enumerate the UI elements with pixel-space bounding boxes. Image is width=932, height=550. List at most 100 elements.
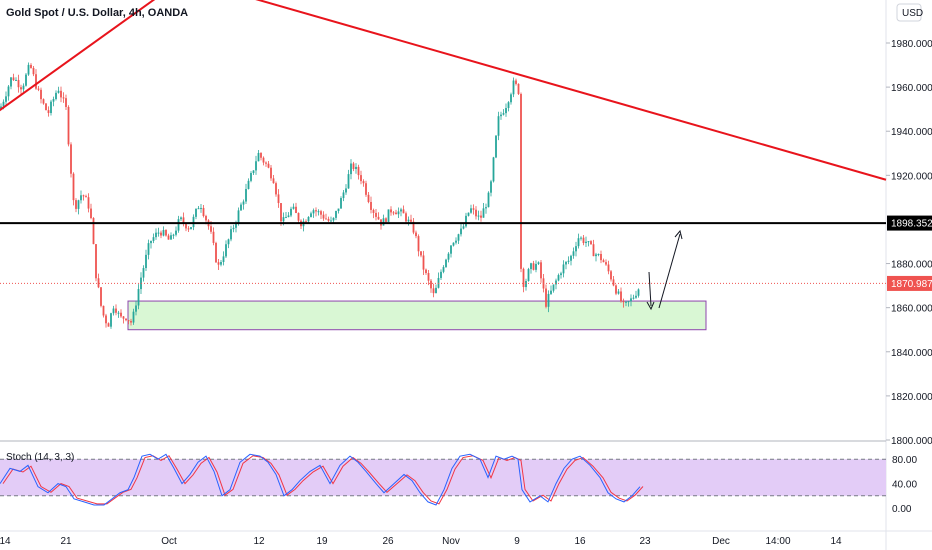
candle-body [585,241,587,244]
candle-body [120,312,122,317]
candle-body [442,267,445,272]
price-tick-label: 1860.000 [891,304,932,315]
candle-body [392,212,395,214]
candle-body [492,157,495,182]
candle-body [470,208,472,213]
candle-body [370,201,372,210]
candle-body [30,64,32,68]
time-tick-label: 23 [639,536,651,547]
indicator-label[interactable]: Stoch (14, 3, 3) [6,452,74,463]
candle-body [502,113,505,115]
candle-body [37,88,40,90]
candle-body [65,98,67,107]
candle-body [545,288,547,307]
candle-body [617,291,620,294]
candle-body [47,110,50,114]
price-tick-label: 1820.000 [891,392,932,403]
candle-body [2,101,5,107]
candle-body [10,77,12,87]
candle-body [627,301,630,303]
candle-body [5,96,7,102]
trendlines[interactable] [0,0,887,181]
candle-body [437,277,440,288]
candle-body [325,218,327,220]
candle-body [160,232,162,236]
candle-body [52,99,55,102]
candle-body [342,192,345,199]
candle-body [552,284,555,291]
candle-body [592,244,595,257]
up-arrow-icon[interactable] [658,233,681,309]
candle-body [460,228,462,235]
candle-body [350,163,352,175]
candle-body [575,246,577,252]
support-zone[interactable] [127,300,707,331]
stoch-axis: 80.00 40.00 0.00 [892,455,917,515]
candle-body [275,183,277,195]
candle-body [425,269,427,274]
candle-body [67,106,70,145]
time-tick-label: 19 [316,536,328,547]
currency-button[interactable]: USD [896,3,923,22]
candle-body [285,217,287,219]
candle-body [320,211,322,215]
candle-body [70,144,72,174]
candle-body [580,237,582,239]
stoch-d-line [2,455,644,505]
candle-body [222,256,225,263]
candle-body [232,227,235,230]
candle-body [25,74,27,86]
candle-body [182,217,185,224]
candle-body [387,209,390,222]
trendline [0,0,156,112]
candle-body [540,262,542,279]
candle-body [565,261,567,265]
candle-body [360,175,362,182]
projection-arrows[interactable] [646,229,683,311]
price-axis[interactable]: 1980.000 1960.000 1940.000 1920.000 1880.000… [886,39,932,447]
down-arrow-icon[interactable] [648,271,652,307]
candle-body [337,208,340,212]
candle-body [315,210,317,212]
candle-body [90,208,92,219]
time-tick-label: 14:00 [765,536,790,547]
candle-body [32,67,35,75]
candle-body [102,305,105,316]
candle-body [497,116,500,136]
candle-body [215,242,217,263]
trendline [255,0,887,181]
candle-body [307,216,310,222]
candle-body [452,242,455,246]
candle-body [180,217,182,220]
candle-body [432,288,435,294]
candle-body [142,268,145,278]
candle-body [17,79,20,88]
candle-body [167,235,170,240]
candle-body [27,64,30,75]
candle-body [340,198,342,209]
candle-body [477,215,480,217]
candle-body [532,263,535,270]
candle-body [335,211,337,218]
candle-body [312,210,315,214]
candle-body [122,316,125,319]
candle-body [172,234,175,236]
candle-body [537,262,540,264]
candle-body [185,223,187,229]
candle-body [357,166,360,176]
candle-body [100,287,102,306]
candle-body [20,87,22,90]
candle-body [560,273,562,276]
candle-body [147,243,150,255]
candle-body [555,280,557,285]
candle-body [267,163,270,168]
candle-body [137,289,140,306]
candle-body [260,152,262,158]
candle-body [200,207,202,209]
candle-body [485,207,487,209]
candle-body [495,135,497,158]
candle-body [82,195,85,197]
time-axis[interactable]: 14 21 Oct 12 19 26 Nov 9 16 23 Dec 14:00 14 [0,536,842,547]
candle-body [255,161,257,171]
